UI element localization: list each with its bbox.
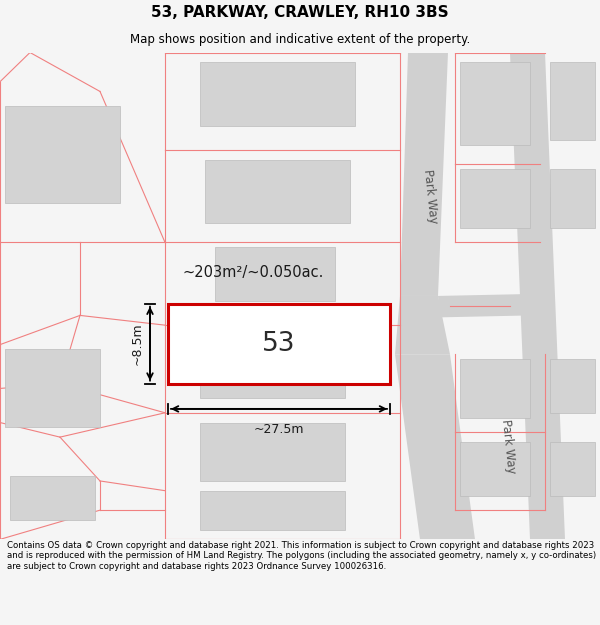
Polygon shape: [510, 52, 565, 539]
Bar: [205, 159, 350, 223]
Bar: [5, 106, 120, 203]
Bar: [200, 422, 345, 481]
Bar: [460, 62, 530, 145]
Bar: [200, 62, 355, 126]
Bar: [550, 359, 595, 413]
Bar: [200, 335, 345, 398]
Text: Park Way: Park Way: [421, 169, 439, 224]
Text: Map shows position and indicative extent of the property.: Map shows position and indicative extent…: [130, 34, 470, 46]
Text: 53: 53: [262, 331, 296, 357]
Bar: [550, 169, 595, 228]
Bar: [5, 349, 100, 428]
Bar: [460, 169, 530, 228]
Text: Park Way: Park Way: [499, 419, 517, 474]
Bar: [215, 248, 335, 301]
Bar: [550, 62, 595, 140]
Polygon shape: [395, 296, 450, 354]
Text: ~8.5m: ~8.5m: [131, 322, 144, 365]
Bar: [460, 442, 530, 496]
Bar: [168, 304, 390, 384]
Polygon shape: [438, 294, 530, 318]
Text: ~203m²/~0.050ac.: ~203m²/~0.050ac.: [183, 265, 325, 280]
Bar: [10, 476, 95, 520]
Text: 53, PARKWAY, CRAWLEY, RH10 3BS: 53, PARKWAY, CRAWLEY, RH10 3BS: [151, 5, 449, 20]
Text: ~27.5m: ~27.5m: [254, 422, 304, 436]
Bar: [200, 491, 345, 529]
Bar: [460, 359, 530, 418]
Bar: [550, 442, 595, 496]
Polygon shape: [395, 354, 475, 539]
Text: Contains OS data © Crown copyright and database right 2021. This information is : Contains OS data © Crown copyright and d…: [7, 541, 596, 571]
Bar: [198, 311, 353, 376]
Polygon shape: [400, 52, 448, 296]
